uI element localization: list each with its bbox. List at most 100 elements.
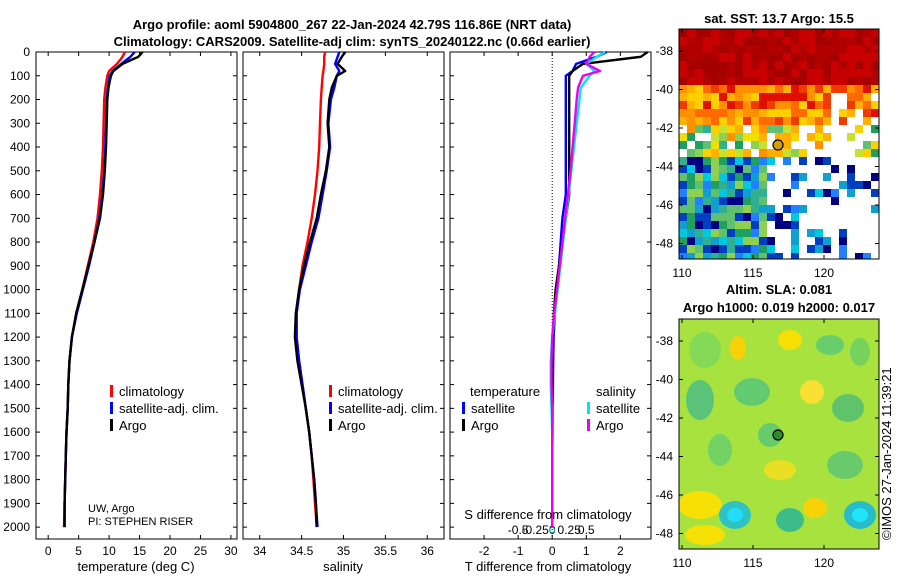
sst-cell: [703, 53, 711, 61]
legend-swatch-argo: [329, 419, 332, 431]
sst-cell: [743, 189, 751, 197]
sst-cell: [703, 205, 711, 213]
sst-cell: [719, 197, 727, 205]
sst-cell: [695, 173, 703, 181]
sst-cell: [759, 101, 767, 109]
depth-tick-label: 1700: [3, 449, 30, 463]
sst-cell: [855, 69, 863, 77]
sst-cell: [855, 125, 863, 133]
sst-cell: [759, 245, 767, 253]
sst-cell: [783, 29, 791, 37]
sst-cell: [727, 165, 735, 173]
sst-cell: [711, 181, 719, 189]
sst-cell: [679, 157, 687, 165]
lat-tick-label: -42: [656, 411, 674, 425]
depth-tick-label: 1500: [3, 401, 30, 415]
sla-map-blobs: [679, 330, 876, 545]
lat-tick-label: -42: [656, 121, 674, 135]
sst-cell: [743, 229, 751, 237]
sst-cell: [847, 85, 855, 93]
sla-blob: [816, 335, 844, 355]
sst-cell: [863, 85, 871, 93]
sst-cell: [839, 229, 847, 237]
legend-label-climatology: climatology: [338, 384, 404, 399]
sst-cell: [703, 157, 711, 165]
sst-cell: [711, 141, 719, 149]
sst-cell: [735, 149, 743, 157]
sst-cell: [847, 133, 855, 141]
sst-cell: [727, 53, 735, 61]
sst-cell: [703, 101, 711, 109]
series-line-salinity-satellite: [549, 50, 606, 528]
sst-cell: [719, 117, 727, 125]
sst-cell: [687, 37, 695, 45]
series-line-argo: [63, 51, 144, 528]
sst-cell: [775, 213, 783, 221]
sst-cell: [703, 37, 711, 45]
difference-xlabel: T difference from climatology: [465, 559, 632, 574]
x-tick-label: 0: [45, 544, 52, 558]
sst-cell: [703, 141, 711, 149]
sst-cell: [791, 61, 799, 69]
sst-cell: [783, 117, 791, 125]
sst-cell: [799, 101, 807, 109]
sst-cell: [783, 189, 791, 197]
sst-cell: [687, 109, 695, 117]
sst-cell: [679, 141, 687, 149]
sst-cell: [727, 101, 735, 109]
sst-cell: [735, 253, 743, 259]
sst-cell: [775, 85, 783, 93]
sst-cell: [855, 93, 863, 101]
sst-cell: [855, 149, 863, 157]
legend-difference: temperature satellite Argo salinity sate…: [462, 384, 640, 433]
sst-cell: [783, 205, 791, 213]
sst-cell: [871, 149, 879, 157]
sst-cell: [719, 237, 727, 245]
sst-cell: [695, 93, 703, 101]
sla-blob: [827, 451, 863, 479]
sst-cell: [711, 213, 719, 221]
header-title-line1: Argo profile: aoml 5904800_267 22-Jan-20…: [133, 17, 572, 32]
sst-cell: [687, 149, 695, 157]
sst-cell: [719, 221, 727, 229]
difference-plot-frame: [449, 51, 652, 540]
sst-cell: [823, 157, 831, 165]
depth-tick-label: 400: [10, 140, 30, 154]
sst-cell: [783, 85, 791, 93]
sst-cell: [695, 221, 703, 229]
sst-cell: [719, 157, 727, 165]
sst-cell: [711, 53, 719, 61]
legend-label-argo: Argo: [338, 418, 365, 433]
depth-tick-label: 1200: [3, 330, 30, 344]
sst-cell: [743, 245, 751, 253]
sst-cell: [791, 133, 799, 141]
sst-cell: [727, 85, 735, 93]
sst-cell: [679, 237, 687, 245]
sst-cell: [791, 53, 799, 61]
sst-cell: [863, 253, 871, 259]
sst-cell: [791, 205, 799, 213]
sst-cell: [775, 45, 783, 53]
sst-cell: [743, 205, 751, 213]
sst-cell: [847, 61, 855, 69]
sla-blob: [689, 332, 721, 368]
depth-tick-label: 1800: [3, 473, 30, 487]
sst-cell: [703, 229, 711, 237]
sst-cell: [687, 173, 695, 181]
sst-cell: [783, 93, 791, 101]
sst-cell: [695, 181, 703, 189]
sst-cell: [727, 221, 735, 229]
sla-blob: [852, 508, 868, 522]
sst-cell: [727, 37, 735, 45]
sst-cell: [799, 109, 807, 117]
sst-cell: [751, 117, 759, 125]
sst-cell: [695, 229, 703, 237]
sla-map-axes: -38 -40 -42 -44 -46 -48 110 115 120: [656, 319, 879, 570]
sst-cell: [807, 69, 815, 77]
sst-cell: [815, 237, 823, 245]
sst-cell: [719, 149, 727, 157]
sst-cell: [807, 101, 815, 109]
sst-cell: [727, 61, 735, 69]
sst-cell: [823, 133, 831, 141]
sst-cell: [815, 125, 823, 133]
